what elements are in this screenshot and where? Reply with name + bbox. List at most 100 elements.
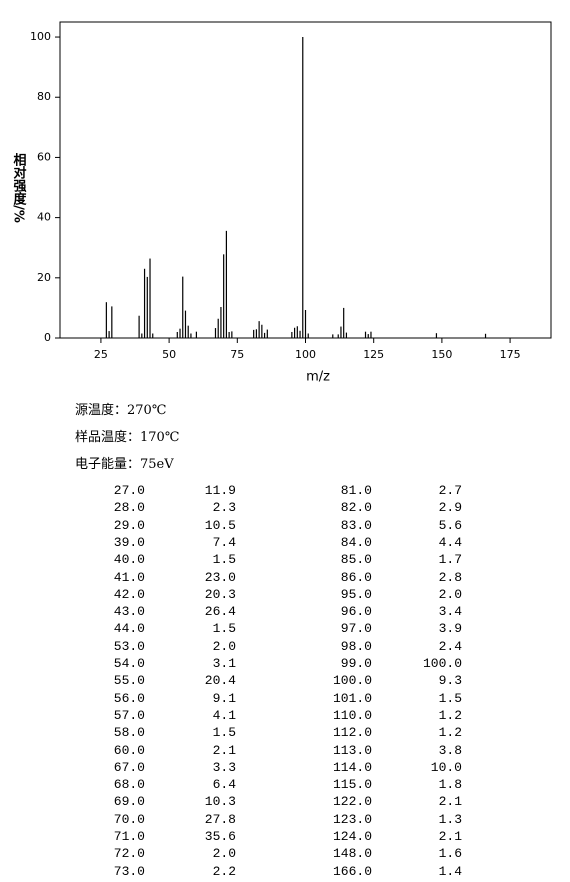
- table-cell: 29.0: [113, 517, 145, 533]
- table-cell: 2.2: [212, 863, 236, 879]
- table-cell: 114.0: [332, 759, 372, 775]
- table-cell: 67.0: [113, 759, 145, 775]
- table-cell: 83.0: [340, 517, 372, 533]
- table-cell: 123.0: [332, 811, 372, 827]
- x-tick-label: 25: [94, 348, 108, 361]
- table-cell: 1.5: [438, 690, 462, 706]
- y-tick-label: 20: [37, 271, 51, 284]
- table-cell: 85.0: [340, 552, 372, 568]
- table-cell: 113.0: [332, 742, 372, 758]
- table-cell: 2.8: [438, 569, 462, 585]
- table-cell: 11.9: [204, 483, 236, 498]
- table-cell: 39.0: [113, 534, 145, 550]
- table-cell: 7.4: [212, 534, 236, 550]
- condition: 样品温度：170℃: [75, 430, 180, 445]
- table-cell: 3.3: [212, 759, 236, 775]
- table-cell: 1.5: [212, 621, 236, 637]
- condition: 源温度：270℃: [75, 403, 167, 418]
- table-cell: 10.0: [430, 759, 462, 775]
- y-tick-label: 40: [37, 211, 51, 224]
- table-cell: 1.3: [438, 811, 462, 827]
- table-cell: 2.4: [438, 638, 462, 654]
- chart: m/z 相对强度/% 0 20 40 60 80 100 25 50 75 100 125 150 17…: [11, 21, 552, 385]
- table-cell: 44.0: [113, 621, 145, 637]
- y-tick-label: 80: [37, 90, 51, 103]
- table-cell: 43.0: [113, 604, 145, 620]
- y-tick-label: 60: [37, 150, 51, 163]
- table-cell: 2.1: [438, 829, 462, 844]
- x-tick-label: 125: [363, 348, 384, 361]
- table-cell: 3.9: [438, 621, 462, 637]
- table-cell: 71.0: [113, 829, 145, 844]
- table-cell: 1.6: [438, 846, 462, 862]
- condition: 电子能量：75eV: [75, 457, 174, 472]
- table-cell: 148.0: [332, 846, 372, 862]
- table-cell: 1.4: [438, 863, 462, 879]
- table-cell: 72.0: [113, 846, 145, 862]
- table-cell: 53.0: [113, 638, 145, 654]
- table-cell: 110.0: [332, 707, 372, 723]
- table-cell: 58.0: [113, 725, 145, 741]
- table-cell: 1.7: [438, 552, 462, 568]
- table-cell: 122.0: [332, 794, 372, 810]
- table-cell: 27.0: [113, 483, 145, 498]
- table-cell: 56.0: [113, 690, 145, 706]
- table-cell: 97.0: [340, 621, 372, 637]
- table-cell: 166.0: [332, 863, 372, 879]
- table-cell: 115.0: [332, 777, 372, 793]
- table-cell: 54.0: [113, 656, 145, 671]
- table-cell: 1.2: [438, 725, 462, 741]
- table-cell: 1.5: [212, 552, 236, 568]
- table-cell: 3.4: [438, 604, 462, 620]
- table-cell: 1.2: [438, 707, 462, 723]
- table-cell: 9.1: [212, 690, 236, 706]
- table-cell: 84.0: [340, 534, 372, 550]
- table-cell: 100.0: [422, 656, 462, 671]
- table-cell: 101.0: [332, 690, 372, 706]
- table-cell: 41.0: [113, 569, 145, 585]
- table-cell: 26.4: [204, 604, 236, 620]
- table-cell: 2.1: [438, 794, 462, 810]
- table-cell: 99.0: [340, 656, 372, 671]
- table-cell: 40.0: [113, 552, 145, 568]
- table-cell: 28.0: [113, 500, 145, 516]
- table-cell: 27.8: [204, 811, 236, 827]
- y-axis-label: 相对强度/%: [11, 153, 27, 223]
- table-cell: 10.3: [204, 794, 236, 810]
- table-cell: 10.5: [204, 517, 236, 533]
- table-cell: 5.6: [438, 517, 462, 533]
- table-cell: 69.0: [113, 794, 145, 810]
- x-tick-label: 150: [431, 348, 452, 361]
- table-cell: 20.3: [204, 586, 236, 602]
- table-cell: 70.0: [113, 811, 145, 827]
- table-cell: 4.1: [212, 707, 236, 723]
- table-cell: 73.0: [113, 863, 145, 879]
- table-cell: 2.3: [212, 500, 236, 516]
- table-cell: 6.4: [212, 777, 236, 793]
- table-cell: 2.9: [438, 500, 462, 516]
- table-cell: 124.0: [332, 829, 372, 844]
- table-cell: 2.7: [438, 483, 462, 498]
- y-tick-label: 100: [30, 30, 51, 43]
- table-cell: 55.0: [113, 673, 145, 689]
- table-cell: 20.4: [204, 673, 236, 689]
- table-cell: 23.0: [204, 569, 236, 585]
- table-cell: 112.0: [332, 725, 372, 741]
- table-cell: 1.5: [212, 725, 236, 741]
- table-cell: 3.8: [438, 742, 462, 758]
- table-cell: 98.0: [340, 638, 372, 654]
- x-tick-label: 175: [500, 348, 521, 361]
- x-tick-label: 100: [295, 348, 316, 361]
- x-axis-label: m/z: [306, 370, 330, 385]
- plot-frame: [59, 21, 552, 339]
- table-cell: 1.8: [438, 777, 462, 793]
- table-cell: 35.6: [204, 829, 236, 844]
- y-tick-label: 0: [44, 331, 51, 344]
- table-cell: 95.0: [340, 586, 372, 602]
- table-cell: 2.1: [212, 742, 236, 758]
- table-cell: 2.0: [212, 846, 236, 862]
- table-cell: 42.0: [113, 586, 145, 602]
- x-tick-label: 50: [162, 348, 176, 361]
- table-cell: 2.0: [212, 638, 236, 654]
